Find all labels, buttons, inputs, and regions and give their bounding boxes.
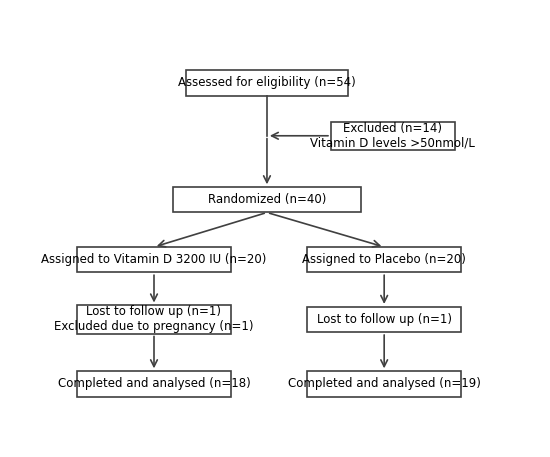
Text: Assigned to Vitamin D 3200 IU (n=20): Assigned to Vitamin D 3200 IU (n=20) [41,253,267,266]
Text: Lost to follow up (n=1)
Excluded due to pregnancy (n=1): Lost to follow up (n=1) Excluded due to … [54,305,254,334]
FancyBboxPatch shape [186,70,348,96]
Text: Randomized (n=40): Randomized (n=40) [208,193,326,206]
FancyBboxPatch shape [77,305,231,334]
Text: Lost to follow up (n=1): Lost to follow up (n=1) [317,313,452,326]
FancyBboxPatch shape [77,371,231,397]
Text: Completed and analysed (n=18): Completed and analysed (n=18) [58,377,250,390]
Text: Excluded (n=14)
Vitamin D levels >50nmol/L: Excluded (n=14) Vitamin D levels >50nmol… [310,122,475,150]
FancyBboxPatch shape [173,187,361,213]
FancyBboxPatch shape [307,307,461,332]
FancyBboxPatch shape [331,122,454,150]
FancyBboxPatch shape [307,247,461,272]
Text: Assigned to Placebo (n=20): Assigned to Placebo (n=20) [302,253,466,266]
Text: Assessed for eligibility (n=54): Assessed for eligibility (n=54) [178,76,356,90]
FancyBboxPatch shape [307,371,461,397]
FancyBboxPatch shape [77,247,231,272]
Text: Completed and analysed (n=19): Completed and analysed (n=19) [288,377,481,390]
